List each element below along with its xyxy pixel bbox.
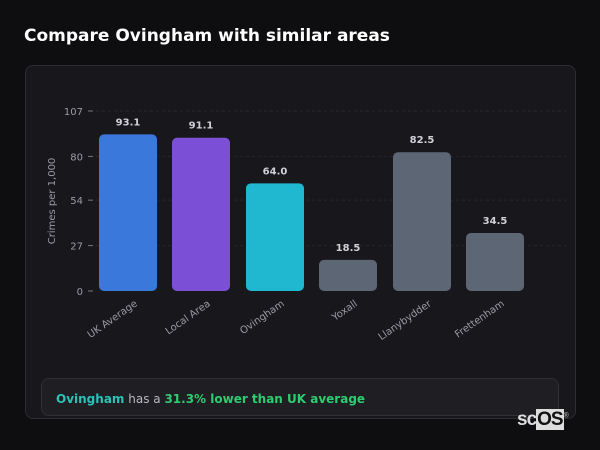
bar-llanybydder <box>393 152 451 291</box>
comparison-note: Ovingham has a 31.3% lower than UK avera… <box>41 378 559 416</box>
note-middle: has a <box>124 392 165 406</box>
bar-chart: 0 27 54 80 107 Crimes per 1,000 93.1 UK Average… <box>47 107 566 343</box>
y-tick-label: 27 <box>70 242 83 253</box>
page-title: Compare Ovingham with similar areas <box>24 26 390 46</box>
note-comparison: 31.3% lower than UK average <box>164 392 366 406</box>
x-tick-label: Yoxall <box>329 298 359 324</box>
bar-ovingham <box>246 183 304 291</box>
x-tick-label: Frettenham <box>453 298 507 340</box>
y-tick-label: 107 <box>64 107 83 118</box>
value-label: 34.5 <box>483 216 508 227</box>
y-tick-label: 54 <box>70 196 83 207</box>
value-label: 82.5 <box>410 135 435 146</box>
x-tick-label: UK Average <box>86 298 140 340</box>
value-label: 64.0 <box>263 166 288 177</box>
y-tick-label: 80 <box>70 152 83 163</box>
value-label: 93.1 <box>116 117 141 128</box>
value-label: 91.1 <box>189 121 214 132</box>
x-tick-label: Local Area <box>164 298 213 337</box>
y-axis-label: Crimes per 1,000 <box>47 158 58 245</box>
bar-frettenham <box>466 232 524 291</box>
note-place: Ovingham <box>56 392 125 406</box>
chart-card: 0 27 54 80 107 Crimes per 1,000 93.1 UK Average… <box>25 65 576 419</box>
x-tick-label: Llanybydder <box>377 298 435 343</box>
bar-yoxall <box>319 259 377 291</box>
x-tick-label: Ovingham <box>238 298 286 337</box>
bar-uk-average <box>99 134 157 291</box>
y-tick-label: 0 <box>77 287 83 298</box>
bar-local-area <box>172 137 230 291</box>
value-label: 18.5 <box>336 243 361 254</box>
scos-logo: scOS® <box>517 409 569 430</box>
